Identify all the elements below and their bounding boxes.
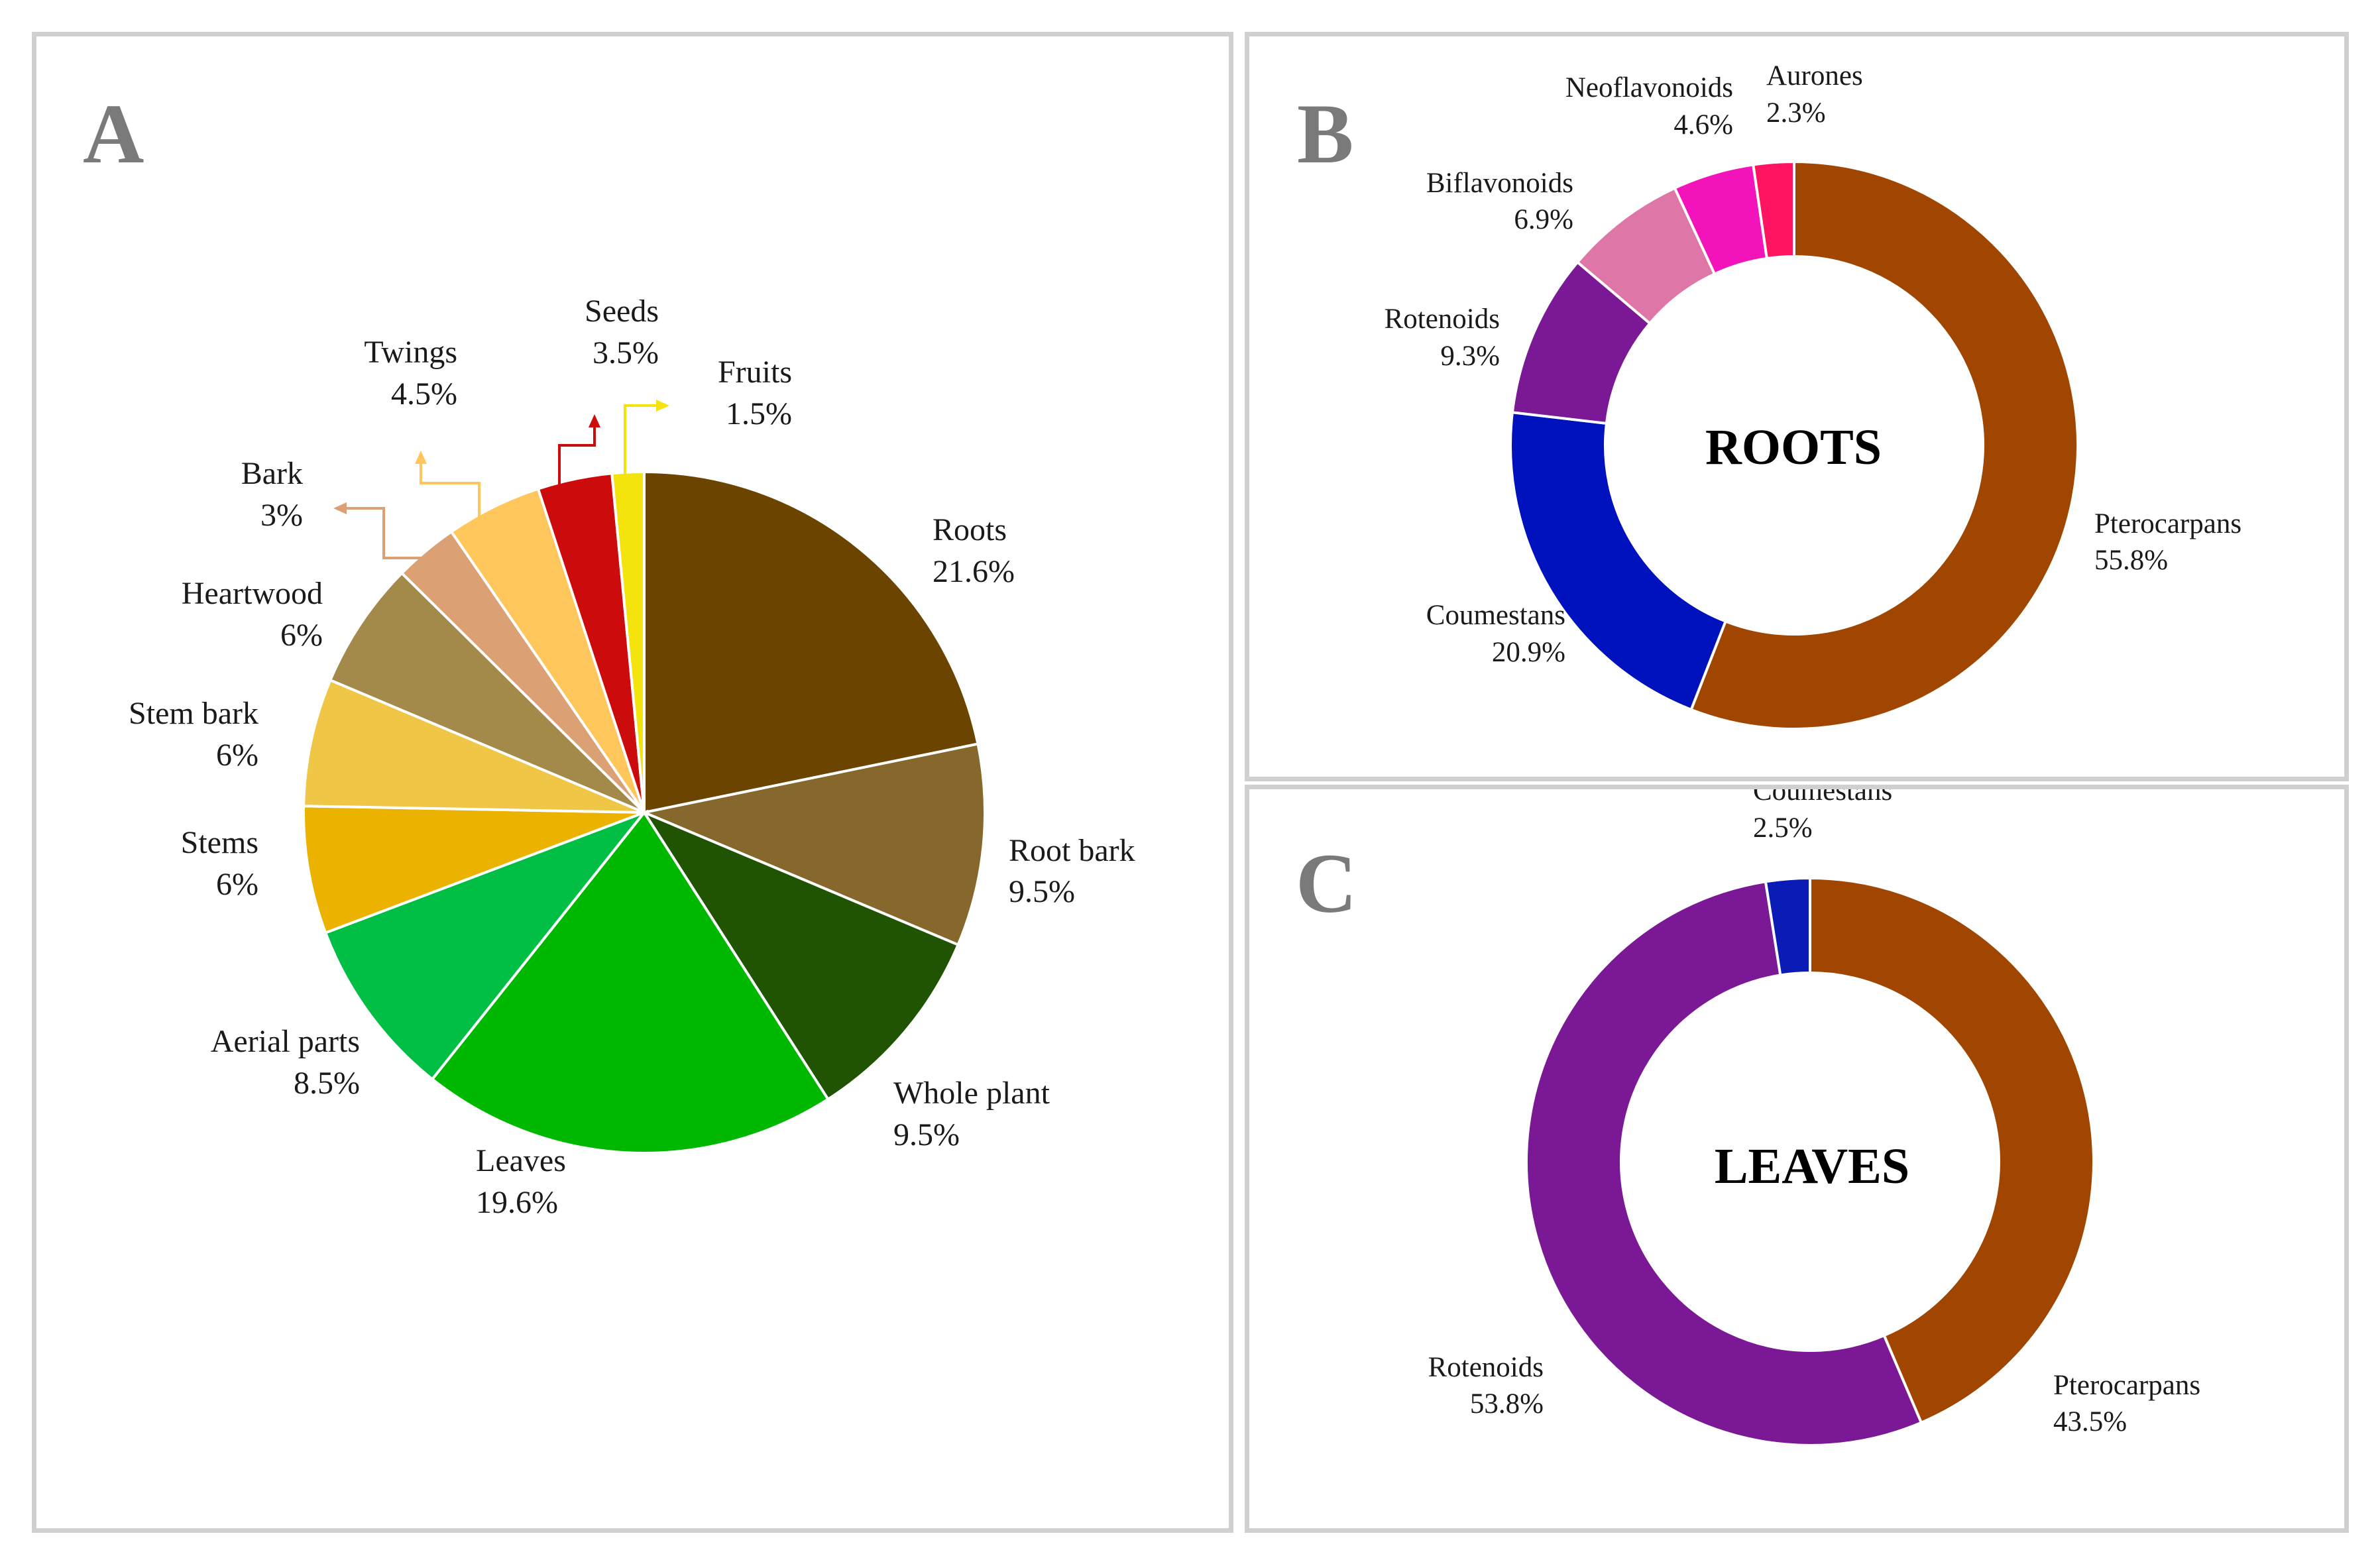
a-slice-fruits xyxy=(610,470,646,813)
a-label-whole-plant: Whole plant xyxy=(893,1076,1050,1111)
panel-b: B ROOTS Pterocarpans 55.8% Coumestans 20.9%… xyxy=(1245,32,2349,781)
center-label-leaves: LEAVES xyxy=(1715,1139,1909,1194)
a-value-seeds: 3.5% xyxy=(593,335,659,370)
panel-a: A Roots 21.6% Root bark 9.5% Whole plant 9.5%… xyxy=(32,32,1233,1533)
a-label-bark: Bark xyxy=(241,456,303,491)
b-label-aurones: Aurones xyxy=(1766,60,1863,91)
c-slice-rotenoids xyxy=(1525,879,1923,1447)
c-slice-pterocarpans xyxy=(1809,876,2096,1425)
a-label-stem-bark: Stem bark xyxy=(129,696,258,731)
b-slice-pterocarpans xyxy=(1689,160,2079,730)
panel-c: C LEAVES Pterocarpans 43.5% Rotenoids 53.8%… xyxy=(1245,785,2349,1533)
a-slice-root-bark xyxy=(640,742,986,947)
c-slice-coumestans xyxy=(1764,876,1811,977)
a-value-stem-bark: 6% xyxy=(216,738,258,773)
a-slice-whole-plant xyxy=(640,809,960,1101)
panel-letter-a: A xyxy=(83,87,144,181)
leader-twings xyxy=(420,457,481,517)
a-value-heartwood: 6% xyxy=(280,618,323,653)
a-slice-roots xyxy=(643,470,980,814)
b-slice-coumestans xyxy=(1509,411,1728,712)
a-label-fruits: Fruits xyxy=(718,355,792,390)
b-value-biflavonoids: 6.9% xyxy=(1514,204,1573,235)
c-value-pterocarpans: 43.5% xyxy=(2053,1406,2127,1437)
panel-letter-b: B xyxy=(1297,87,1353,181)
b-slice-aurones xyxy=(1751,160,1795,260)
leader-seeds-arrow xyxy=(589,414,600,427)
leader-twings-arrow xyxy=(415,451,427,464)
pie-chart-plant-parts: A Roots 21.6% Root bark 9.5% Whole plant 9.5%… xyxy=(83,87,1135,1220)
a-slice-aerial-parts xyxy=(323,809,649,1082)
a-value-roots: 21.6% xyxy=(933,554,1015,589)
a-label-leaves: Leaves xyxy=(476,1143,566,1178)
leader-bark xyxy=(338,507,455,559)
c-value-coumestans: 2.5% xyxy=(1753,812,1813,844)
a-slice-heartwood xyxy=(328,571,646,814)
a-slice-stem-bark xyxy=(302,678,645,814)
a-label-stems: Stems xyxy=(181,825,258,860)
a-label-seeds: Seeds xyxy=(585,294,659,329)
a-value-root-bark: 9.5% xyxy=(1009,874,1075,909)
b-value-aurones: 2.3% xyxy=(1766,97,1826,129)
a-label-root-bark: Root bark xyxy=(1009,833,1135,868)
b-label-neoflavonoids: Neoflavonoids xyxy=(1565,72,1733,103)
leader-bark-arrow xyxy=(333,502,347,514)
a-label-heartwood: Heartwood xyxy=(182,576,323,611)
b-value-pterocarpans: 55.8% xyxy=(2094,545,2168,576)
b-label-coumestans: Coumestans xyxy=(1426,600,1565,631)
a-value-aerial-parts: 8.5% xyxy=(294,1066,360,1101)
a-slice-leaves xyxy=(430,810,830,1154)
c-label-pterocarpans: Pterocarpans xyxy=(2053,1370,2200,1401)
a-label-roots: Roots xyxy=(933,512,1007,547)
a-value-twings: 4.5% xyxy=(391,376,457,412)
b-value-rotenoids: 9.3% xyxy=(1440,341,1500,372)
c-label-rotenoids: Rotenoids xyxy=(1428,1352,1544,1383)
b-label-pterocarpans: Pterocarpans xyxy=(2094,508,2241,539)
b-value-coumestans: 20.9% xyxy=(1492,637,1565,668)
c-label-coumestans: Coumestans xyxy=(1753,789,1892,807)
a-value-leaves: 19.6% xyxy=(476,1185,558,1220)
a-value-whole-plant: 9.5% xyxy=(893,1117,960,1152)
donut-chart-roots: B ROOTS Pterocarpans 55.8% Coumestans 20.9%… xyxy=(1297,60,2241,730)
leader-seeds xyxy=(558,421,596,498)
a-slice-stems xyxy=(302,805,645,935)
b-label-biflavonoids: Biflavonoids xyxy=(1426,168,1573,199)
leader-fruits xyxy=(624,404,663,496)
b-value-neoflavonoids: 4.6% xyxy=(1673,109,1733,140)
c-value-rotenoids: 53.8% xyxy=(1470,1388,1544,1420)
b-label-rotenoids: Rotenoids xyxy=(1385,304,1500,335)
center-label-roots: ROOTS xyxy=(1705,419,1882,475)
leader-fruits-arrow xyxy=(656,400,669,412)
panel-letter-c: C xyxy=(1296,836,1357,930)
a-value-bark: 3% xyxy=(260,498,303,533)
donut-chart-leaves: C LEAVES Pterocarpans 43.5% Rotenoids 53.8%… xyxy=(1296,789,2200,1447)
a-value-fruits: 1.5% xyxy=(726,396,792,431)
a-label-twings: Twings xyxy=(364,335,457,370)
a-label-aerial-parts: Aerial parts xyxy=(211,1024,360,1059)
a-value-stems: 6% xyxy=(216,867,258,902)
